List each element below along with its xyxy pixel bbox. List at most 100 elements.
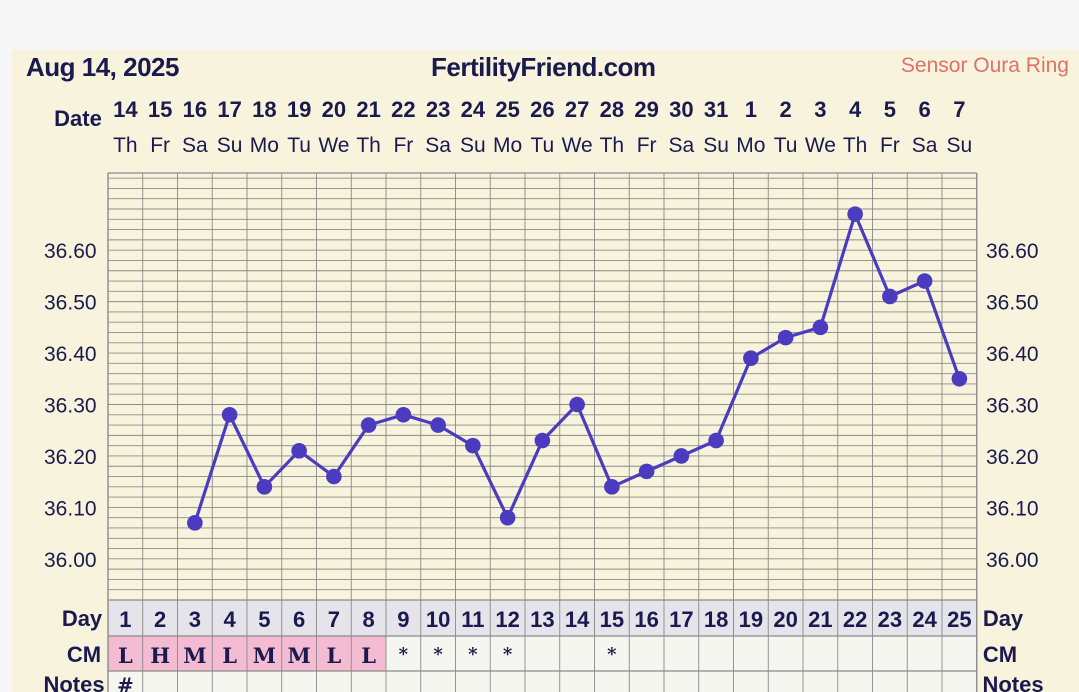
cm-value: L	[361, 643, 376, 668]
cm-value: *	[607, 644, 617, 665]
cm-value: M	[253, 643, 276, 668]
y-tick-label-right: 36.10	[986, 497, 1039, 520]
cm-cell-highlight	[247, 636, 282, 671]
cycle-day: 10	[426, 607, 450, 632]
cm-value: *	[433, 644, 443, 665]
temperature-point	[256, 479, 273, 495]
cycle-day: 11	[461, 607, 484, 632]
date-label: 5	[884, 97, 896, 122]
notes-row-label-left: Notes	[43, 672, 104, 692]
weekday-label: Fr	[393, 134, 413, 157]
note-mark: #	[117, 673, 134, 692]
cycle-day: 16	[634, 607, 658, 632]
weekday-label: Su	[703, 134, 729, 157]
y-tick-label-left: 36.30	[44, 395, 97, 418]
weekday-label: Tu	[287, 134, 311, 157]
weekday-label: Su	[947, 134, 973, 157]
y-tick-label-right: 36.40	[986, 343, 1039, 366]
cycle-day: 6	[293, 607, 305, 632]
cm-cell-highlight	[108, 636, 143, 671]
cycle-day: 23	[878, 607, 902, 632]
date-label: 27	[565, 97, 589, 122]
notes-row-bg	[108, 671, 977, 692]
temperature-point	[604, 479, 620, 495]
weekday-label: Th	[113, 134, 138, 157]
temperature-point	[569, 396, 585, 413]
cm-value: H	[150, 643, 170, 668]
temperature-point	[673, 448, 690, 464]
date-label: 14	[113, 97, 138, 122]
cycle-day: 15	[600, 607, 624, 632]
cycle-day: 17	[669, 607, 693, 632]
chart-date: Aug 14, 2025	[26, 52, 179, 82]
cm-value: *	[399, 644, 409, 665]
temperature-point	[708, 432, 724, 449]
site-title[interactable]: FertilityFriend.com	[431, 52, 656, 82]
weekday-label: Fr	[150, 134, 170, 157]
y-tick-label-left: 36.10	[44, 497, 97, 520]
temperature-point	[360, 417, 377, 433]
cm-cell-highlight	[142, 636, 178, 671]
weekday-label: Tu	[531, 134, 555, 157]
temperature-point	[499, 509, 516, 526]
date-label: 18	[252, 97, 276, 122]
date-label: 25	[495, 97, 519, 122]
date-label: 22	[391, 97, 415, 122]
cycle-day: 13	[530, 607, 554, 632]
date-label: 7	[953, 97, 965, 122]
temperature-point	[465, 437, 481, 454]
date-label: 16	[183, 97, 207, 122]
weekday-label: Sa	[669, 134, 695, 157]
date-label: 23	[426, 97, 450, 122]
temperature-point	[291, 443, 307, 459]
cycle-day: 25	[947, 607, 971, 632]
cycle-day: 9	[397, 607, 409, 632]
temperature-point	[534, 432, 551, 449]
date-label: 17	[217, 97, 241, 122]
weekday-label: Fr	[880, 134, 900, 157]
cm-value: *	[468, 644, 478, 665]
cycle-day: 5	[258, 607, 270, 632]
cycle-day: 14	[565, 607, 590, 632]
cycle-day: 21	[808, 607, 832, 632]
cycle-day: 20	[773, 607, 797, 632]
cycle-day: 3	[189, 607, 201, 632]
weekday-label: Tu	[774, 134, 798, 157]
cm-row-label-right: CM	[983, 642, 1017, 667]
date-label: 28	[600, 97, 624, 122]
date-label: 24	[461, 97, 486, 122]
cm-value: M	[288, 643, 311, 668]
y-tick-label-right: 36.20	[986, 446, 1039, 469]
cm-cell-highlight	[351, 636, 386, 671]
cycle-day: 22	[843, 607, 867, 632]
weekday-label: Fr	[637, 134, 657, 157]
date-row-label: Date	[54, 106, 102, 131]
weekday-label: Sa	[912, 134, 938, 157]
y-tick-label-left: 36.00	[44, 549, 97, 572]
y-tick-label-right: 36.00	[986, 549, 1039, 572]
notes-row-label-right: Notes	[982, 672, 1043, 692]
cm-value: M	[183, 643, 206, 668]
cycle-day: 2	[154, 607, 166, 632]
date-label: 21	[356, 97, 380, 122]
day-row-label-right: Day	[983, 606, 1024, 631]
cycle-day: 1	[119, 607, 131, 632]
cycle-day: 19	[739, 607, 763, 632]
weekday-label: Sa	[425, 134, 451, 157]
weekday-label: Su	[217, 134, 243, 157]
weekday-label: Mo	[493, 134, 522, 157]
cycle-day: 18	[704, 607, 728, 632]
weekday-label: Mo	[250, 134, 279, 157]
temperature-point	[847, 206, 863, 222]
y-tick-label-right: 36.30	[986, 395, 1039, 418]
y-tick-label-left: 36.40	[44, 343, 97, 366]
chart-panel	[12, 50, 1079, 692]
temperature-point	[187, 515, 203, 531]
date-label: 20	[322, 97, 346, 122]
weekday-label: Mo	[736, 134, 765, 157]
temperature-point	[882, 288, 898, 305]
temperature-point	[777, 329, 794, 346]
cm-value: L	[118, 643, 133, 668]
date-label: 15	[148, 97, 172, 122]
